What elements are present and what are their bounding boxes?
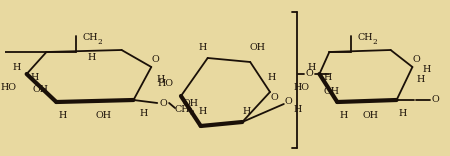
Text: O: O [151,54,159,63]
Text: H: H [339,110,347,119]
Text: CH: CH [174,105,190,114]
Text: O: O [159,98,167,107]
Text: H: H [242,107,250,117]
Text: H: H [307,63,315,73]
Text: O: O [306,70,313,78]
Text: OH: OH [183,100,199,109]
Text: H: H [293,105,302,115]
Text: H: H [416,76,424,85]
Text: O: O [285,98,293,107]
Text: HO: HO [294,83,310,93]
Text: H: H [398,110,407,119]
Text: O: O [270,93,278,102]
Text: OH: OH [96,110,112,119]
Text: H: H [422,64,430,73]
Text: H: H [58,110,67,119]
Text: OH: OH [249,44,265,53]
Text: H: H [323,73,332,83]
Text: H: H [198,107,207,117]
Text: HO: HO [1,83,17,93]
Text: H: H [268,73,276,83]
Text: 2: 2 [373,38,377,46]
Text: OH: OH [323,88,339,97]
Text: 2: 2 [98,38,102,46]
Text: H: H [198,44,207,53]
Text: H: H [88,54,96,63]
Text: H: H [156,76,164,85]
Text: CH: CH [357,34,373,42]
Text: HO: HO [157,80,173,88]
Text: CH: CH [82,34,98,42]
Text: H: H [139,109,148,117]
Text: 2: 2 [189,109,194,117]
Text: OH: OH [363,110,379,119]
Text: O: O [431,95,439,105]
Text: OH: OH [32,85,49,95]
Text: H: H [31,73,39,83]
Text: O: O [413,54,420,63]
Text: H: H [13,63,21,73]
